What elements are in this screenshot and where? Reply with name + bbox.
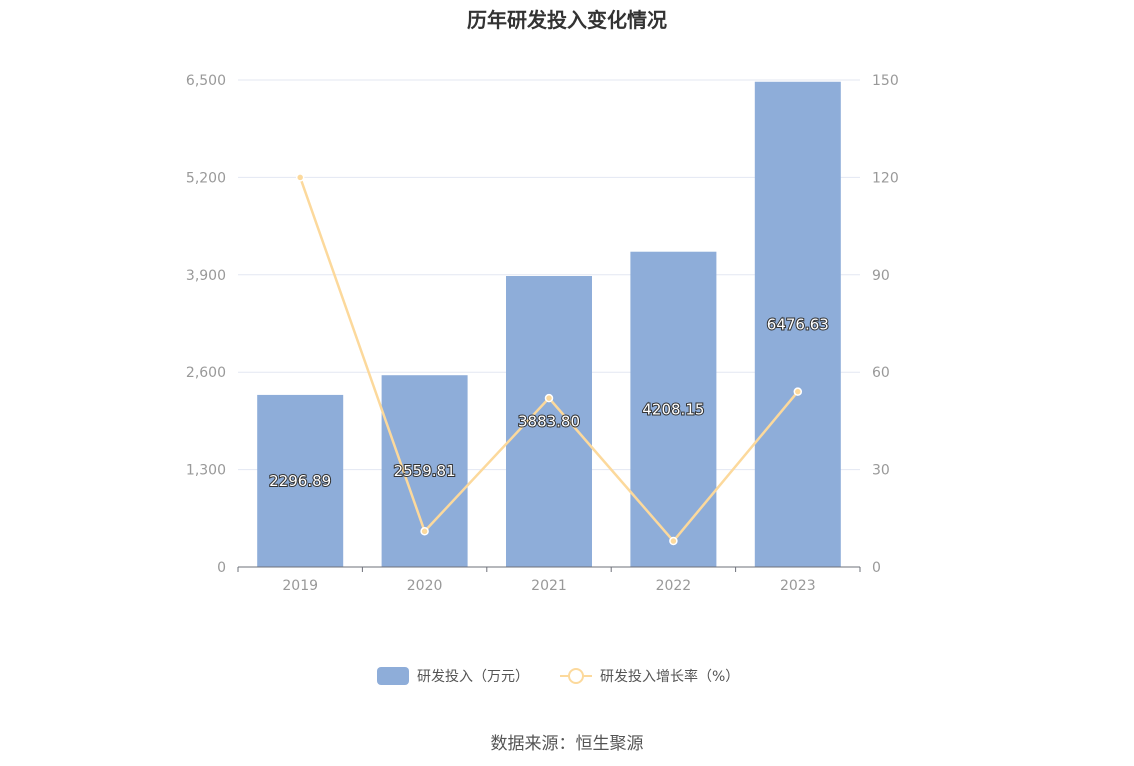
line-point — [420, 527, 429, 536]
bar-series — [257, 81, 841, 568]
data-labels: 2296.89 2559.81 3883.80 4208.15 6476.63 — [268, 314, 830, 491]
x-tick-label: 2022 — [656, 578, 692, 594]
legend[interactable]: 研发投入（万元） 研发投入增长率（%） — [377, 667, 739, 685]
y-right-tick-label: 30 — [872, 463, 890, 479]
x-tick-label: 2019 — [282, 578, 318, 594]
y-right-tick-label: 90 — [872, 268, 890, 284]
bar-data-label: 3883.80 — [518, 413, 580, 431]
x-tick-label: 2020 — [407, 578, 443, 594]
y-right-tick-label: 120 — [872, 170, 899, 186]
bar-data-label: 4208.15 — [642, 400, 704, 418]
legend-label-line: 研发投入增长率（%） — [600, 668, 739, 685]
legend-item-bar: 研发投入（万元） — [377, 667, 529, 685]
bar-data-label: 2296.89 — [269, 472, 331, 490]
bar-data-label: 6476.63 — [767, 315, 829, 333]
y-left-tick-label: 1,300 — [186, 463, 226, 479]
line-point — [544, 393, 554, 403]
y-left-tick-label: 6,500 — [186, 73, 226, 89]
bar — [754, 81, 841, 568]
line-point — [793, 387, 803, 396]
y-right-tick-label: 150 — [872, 73, 899, 89]
line-point — [669, 536, 678, 546]
bar — [257, 394, 344, 567]
legend-swatch-bar — [377, 667, 409, 685]
line-point — [295, 173, 305, 182]
y-right-tick-label: 60 — [872, 365, 890, 381]
legend-swatch-marker — [568, 668, 584, 684]
bar — [630, 251, 717, 567]
y-left-tick-label: 0 — [217, 560, 226, 576]
axes: 0 1,300 2,600 3,900 5,200 6,500 0 30 60 90 120 150 2… — [186, 73, 899, 594]
y-left-tick-label: 3,900 — [186, 268, 226, 284]
bar — [506, 276, 592, 567]
legend-item-line: 研发投入增长率（%） — [560, 668, 739, 685]
y-right-tick-label: 0 — [872, 560, 881, 576]
line-series — [295, 173, 803, 546]
y-left-tick-label: 5,200 — [186, 170, 226, 186]
chart-title: 历年研发投入变化情况 — [467, 8, 667, 32]
x-tick-label: 2021 — [531, 578, 567, 594]
x-tick-label: 2023 — [780, 578, 816, 594]
legend-label-bar: 研发投入（万元） — [417, 669, 529, 685]
y-left-tick-label: 2,600 — [186, 365, 226, 381]
bar-data-label: 2559.81 — [394, 462, 456, 480]
source-note: 数据来源：恒生聚源 — [490, 734, 644, 754]
